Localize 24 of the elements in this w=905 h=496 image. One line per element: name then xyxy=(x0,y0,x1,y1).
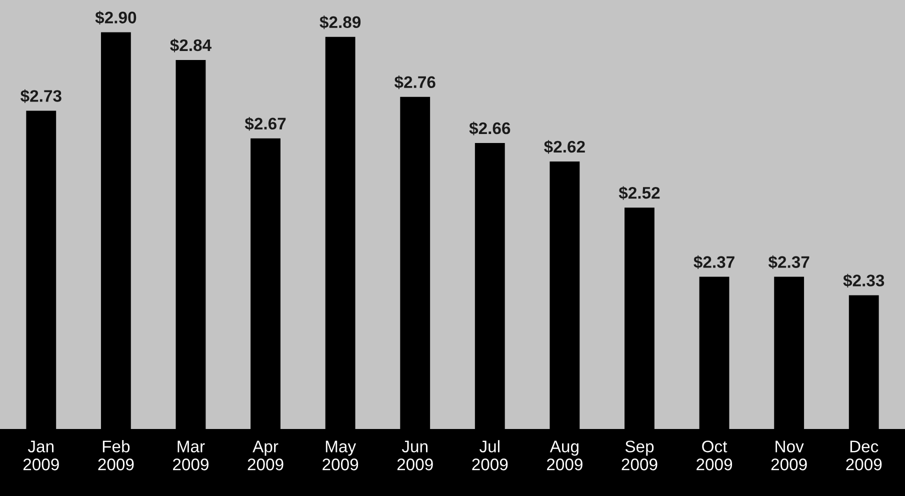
x-tick-label: Jul 2009 xyxy=(472,440,508,470)
x-tick-label: Sep 2009 xyxy=(622,440,658,470)
data-label: $2.62 xyxy=(544,140,585,154)
x-tick-label: Dec 2009 xyxy=(846,440,882,470)
x-tick-label: Jan 2009 xyxy=(23,440,59,470)
data-label: $2.76 xyxy=(394,75,436,90)
x-tick-label: Feb 2009 xyxy=(98,440,134,470)
data-label: $2.84 xyxy=(170,38,212,52)
x-tick-label: Oct 2009 xyxy=(696,440,732,470)
x-tick-label: Aug 2009 xyxy=(546,440,582,470)
data-label: $2.73 xyxy=(20,89,62,103)
x-tick-label: May 2009 xyxy=(322,440,358,470)
x-tick-label: Jun 2009 xyxy=(397,440,433,470)
x-tick-label: Nov 2009 xyxy=(771,440,807,470)
data-label: $2.90 xyxy=(95,10,136,25)
data-label: $2.37 xyxy=(694,255,734,270)
x-tick-label: Mar 2009 xyxy=(173,440,208,470)
data-label: $2.37 xyxy=(768,255,810,270)
data-label: $2.66 xyxy=(469,122,510,136)
x-tick-label: Apr 2009 xyxy=(248,440,284,470)
data-label: $2.67 xyxy=(244,117,286,131)
data-label: $2.33 xyxy=(843,274,884,288)
data-label: $2.89 xyxy=(320,16,361,30)
data-label: $2.52 xyxy=(618,186,660,200)
